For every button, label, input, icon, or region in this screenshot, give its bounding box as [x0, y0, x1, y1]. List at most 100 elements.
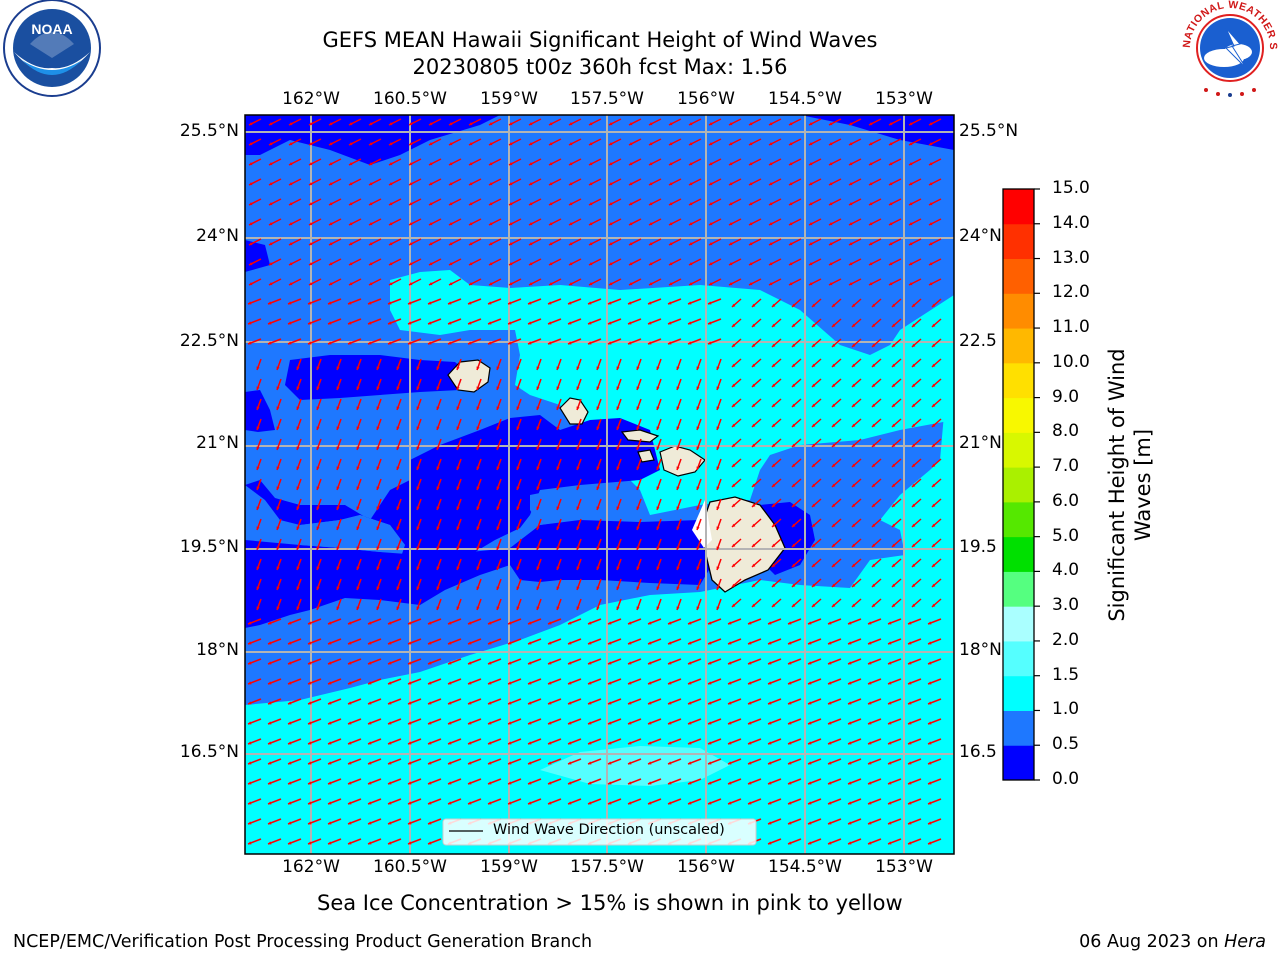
wave-direction-arrowhead [616, 366, 620, 370]
wave-direction-arrowhead [696, 606, 700, 610]
wave-direction-arrowhead [489, 262, 493, 266]
wave-direction-arrowhead [268, 341, 272, 345]
colorbar-tick-label: 7.0 [1052, 456, 1080, 477]
wave-direction-arrowhead [812, 323, 816, 327]
wave-direction-arrowhead [349, 182, 353, 186]
wave-direction-arrowhead [932, 483, 936, 487]
wave-direction-arrowhead [396, 366, 400, 370]
wave-direction-arrowhead [249, 122, 253, 126]
wave-direction-arrowhead [848, 781, 852, 785]
wave-direction-arrowhead [668, 661, 672, 665]
wave-direction-arrowhead [376, 406, 380, 410]
wave-direction-arrowhead [868, 681, 872, 685]
wave-direction-arrowhead [709, 242, 713, 246]
wave-direction-arrowhead [648, 681, 652, 685]
wave-direction-arrowhead [812, 363, 816, 367]
wave-direction-arrowhead [388, 681, 392, 685]
wave-direction-arrowhead [728, 761, 732, 765]
wave-direction-arrowhead [616, 486, 620, 490]
wave-direction-arrowhead [888, 661, 892, 665]
colorbar-tick-label: 9.0 [1052, 386, 1080, 407]
wave-direction-arrowhead [656, 586, 660, 590]
wave-direction-arrowhead [852, 603, 856, 607]
wave-direction-arrowhead [489, 282, 493, 286]
wave-direction-arrowhead [556, 446, 560, 450]
wave-direction-arrowhead [832, 563, 836, 567]
wave-direction-arrowhead [792, 483, 796, 487]
wave-direction-arrowhead [789, 182, 793, 186]
wave-direction-arrowhead [868, 801, 872, 805]
wave-direction-arrowhead [832, 463, 836, 467]
wave-direction-arrowhead [309, 182, 313, 186]
wave-direction-arrowhead [872, 423, 876, 427]
wave-direction-arrowhead [488, 801, 492, 805]
wave-direction-arrowhead [732, 303, 736, 307]
wave-direction-arrowhead [929, 282, 933, 286]
wave-direction-arrowhead [409, 202, 413, 206]
wave-direction-arrowhead [548, 801, 552, 805]
wave-direction-arrowhead [648, 641, 652, 645]
wave-direction-arrowhead [536, 406, 540, 410]
wave-direction-arrowhead [568, 641, 572, 645]
wave-direction-arrowhead [588, 801, 592, 805]
wave-direction-arrowhead [716, 466, 720, 470]
wave-direction-arrowhead [752, 463, 756, 467]
wave-direction-arrowhead [912, 503, 916, 507]
wave-direction-arrowhead [569, 182, 573, 186]
wave-direction-arrowhead [656, 506, 660, 510]
wave-direction-arrowhead [316, 606, 320, 610]
wave-direction-arrowhead [268, 841, 272, 845]
wave-direction-arrowhead [636, 526, 640, 530]
wave-direction-arrowhead [716, 566, 720, 570]
wave-direction-arrowhead [928, 761, 932, 765]
wave-direction-arrowhead [556, 466, 560, 470]
wave-direction-arrowhead [268, 701, 272, 705]
wave-direction-arrowhead [568, 801, 572, 805]
wave-direction-arrowhead [336, 526, 340, 530]
wave-direction-arrowhead [469, 242, 473, 246]
wave-direction-arrowhead [689, 222, 693, 226]
lon-label-top: 159°W [480, 89, 538, 109]
wave-direction-arrowhead [328, 821, 332, 825]
wave-direction-arrowhead [296, 366, 300, 370]
wave-direction-arrowhead [288, 721, 292, 725]
wave-direction-arrowhead [616, 466, 620, 470]
wave-direction-arrowhead [832, 603, 836, 607]
wave-direction-arrowhead [792, 583, 796, 587]
wave-direction-arrowhead [909, 202, 913, 206]
wave-direction-arrowhead [588, 621, 592, 625]
wave-direction-arrowhead [829, 142, 833, 146]
wave-direction-arrowhead [308, 321, 312, 325]
wave-direction-arrowhead [768, 661, 772, 665]
wave-direction-arrowhead [528, 781, 532, 785]
wave-direction-arrowhead [576, 426, 580, 430]
wave-direction-arrowhead [688, 681, 692, 685]
wave-direction-arrowhead [516, 366, 520, 370]
wave-direction-arrowhead [588, 761, 592, 765]
wave-direction-arrowhead [868, 761, 872, 765]
wave-direction-arrowhead [696, 566, 700, 570]
wave-direction-arrowhead [769, 142, 773, 146]
wave-direction-arrowhead [396, 546, 400, 550]
wave-direction-arrowhead [269, 162, 273, 166]
lon-label-bottom: 156°W [677, 857, 735, 877]
wave-direction-arrowhead [792, 303, 796, 307]
footer-host: Hera [1224, 932, 1266, 952]
lat-label-left: 24°N [196, 226, 239, 246]
wave-direction-arrowhead [656, 546, 660, 550]
wave-direction-arrowhead [368, 821, 372, 825]
wave-direction-arrowhead [248, 841, 252, 845]
wave-direction-arrowhead [508, 681, 512, 685]
wave-direction-arrowhead [812, 383, 816, 387]
wave-direction-arrowhead [256, 586, 260, 590]
wave-direction-arrowhead [416, 366, 420, 370]
wave-direction-arrowhead [496, 466, 500, 470]
wave-direction-arrowhead [356, 566, 360, 570]
wave-direction-arrowhead [828, 781, 832, 785]
wave-direction-arrowhead [508, 701, 512, 705]
wave-direction-arrowhead [436, 446, 440, 450]
wave-direction-arrowhead [316, 546, 320, 550]
wave-direction-arrowhead [308, 821, 312, 825]
wave-direction-arrowhead [928, 681, 932, 685]
wave-direction-arrowhead [449, 282, 453, 286]
